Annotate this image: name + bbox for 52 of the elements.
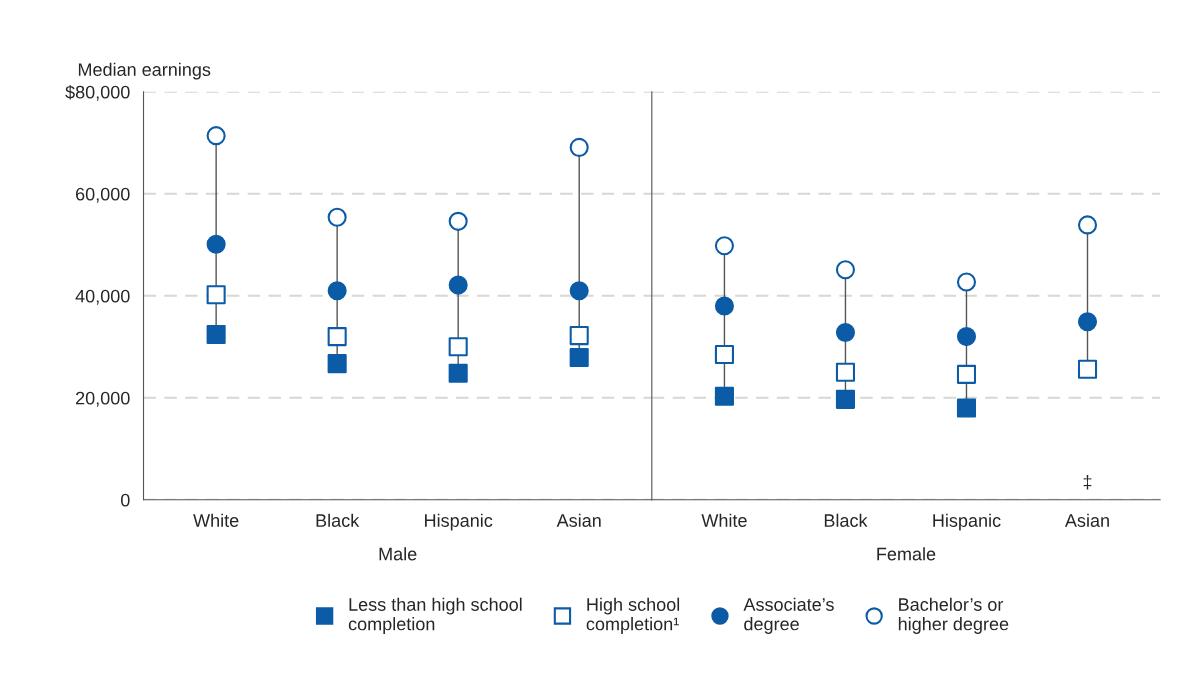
point: [327, 281, 347, 301]
point: [448, 275, 468, 295]
legend-label: Less than high school completion: [348, 597, 522, 634]
y-tick-label: $80,000: [65, 84, 130, 101]
point: [206, 126, 226, 146]
point: [956, 327, 977, 347]
y-tick-label: 60,000: [76, 187, 130, 203]
x-axis-title: Female: [877, 547, 936, 561]
point: [835, 322, 855, 343]
point: [327, 207, 347, 227]
point: [206, 285, 226, 305]
point: [448, 211, 468, 231]
annotation: ‡: [1083, 475, 1092, 490]
x-tick-label: White: [193, 513, 239, 527]
point: [956, 364, 977, 384]
legend-label: Associate’s degree: [743, 597, 834, 634]
point: [569, 137, 589, 157]
point: [1077, 312, 1098, 332]
point: [448, 363, 468, 383]
x-tick-label: Black: [316, 513, 360, 527]
point: [835, 260, 855, 280]
x-tick-label: Hispanic: [425, 513, 493, 531]
point: [835, 362, 855, 382]
y-axis-title: Median earnings: [78, 62, 211, 80]
point: [206, 325, 226, 345]
x-tick-label: Asian: [556, 513, 601, 527]
point: [327, 354, 347, 374]
point: [569, 281, 589, 301]
legend-label: High school completion¹: [586, 597, 680, 634]
x-tick-label: Asian: [1064, 513, 1109, 527]
point: [206, 234, 226, 254]
y-tick-label: 20,000: [76, 391, 130, 407]
point: [448, 337, 468, 357]
point: [327, 327, 347, 347]
point: [714, 296, 734, 316]
point: [714, 386, 734, 406]
point: [835, 389, 855, 409]
point: [569, 347, 589, 368]
point: [1077, 215, 1098, 235]
point: [714, 344, 734, 364]
x-tick-label: Black: [824, 513, 868, 527]
x-tick-label: Hispanic: [933, 513, 1001, 531]
point: [1077, 359, 1098, 379]
x-axis-title: Male: [379, 547, 417, 561]
point: [956, 272, 977, 292]
point: [569, 326, 589, 346]
x-tick-label: White: [701, 513, 747, 527]
y-tick-label: 40,000: [75, 289, 130, 305]
y-tick-label: 0: [120, 493, 130, 507]
point: [714, 236, 734, 256]
point: [956, 398, 977, 418]
legend-label: Bachelor’s or higher degree: [898, 597, 1009, 634]
